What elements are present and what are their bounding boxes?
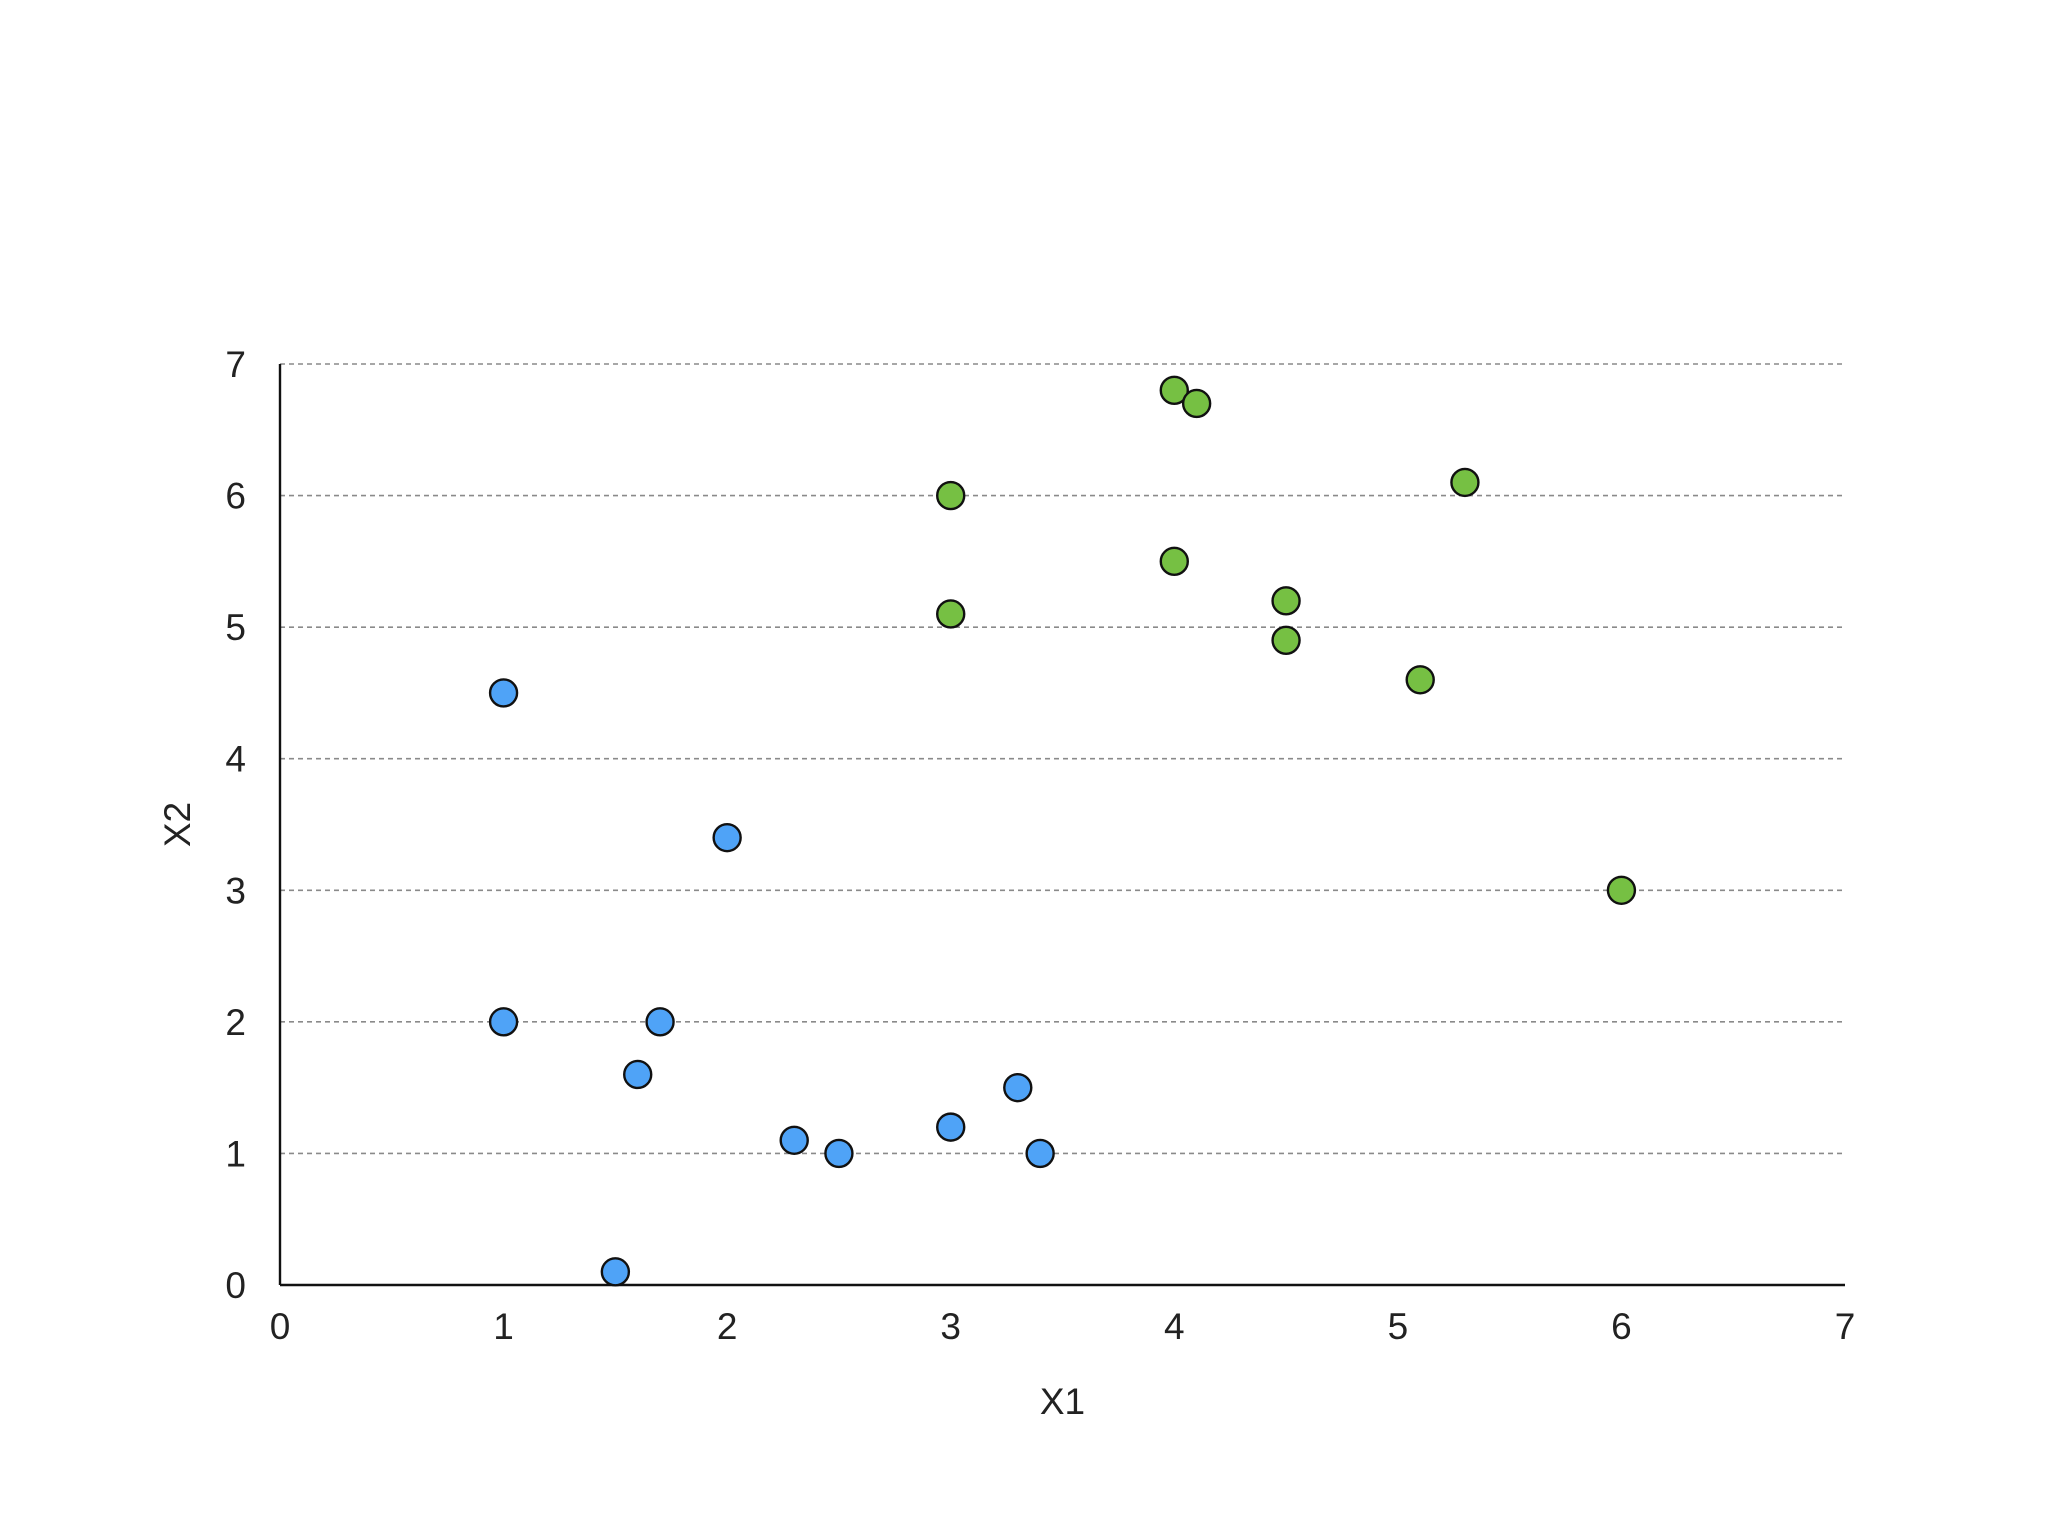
y-tick-labels: 0 1 2 3 4 5 6 7 [225,344,246,1306]
x-tick-label: 3 [940,1306,961,1347]
data-point [936,1112,966,1142]
data-point [1025,1138,1055,1169]
data-point [1271,625,1301,655]
data-point [1405,665,1435,695]
data-point [623,1059,653,1090]
data-point [1181,388,1212,419]
y-tick-label: 2 [225,1002,246,1043]
y-tick-label: 1 [225,1133,246,1174]
y-tick-label: 6 [225,476,246,517]
data-point [488,1007,519,1037]
x-axis-label: X1 [1040,1381,1085,1422]
y-tick-label: 7 [225,344,246,385]
data-point [1159,546,1189,577]
y-tick-label: 5 [225,607,246,648]
data-point [645,1007,675,1037]
x-tick-label: 2 [717,1306,738,1347]
data-point [1003,1072,1033,1103]
data-point [936,599,966,629]
x-tick-label: 0 [270,1306,291,1347]
data-point [824,1138,854,1169]
data-point [600,1257,631,1287]
y-tick-label: 3 [225,870,246,911]
data-point [1450,467,1480,498]
data-point [779,1125,809,1155]
x-tick-label: 1 [493,1306,514,1347]
data-points [488,375,1637,1287]
x-tick-label: 4 [1164,1306,1185,1347]
y-tick-label: 0 [225,1265,246,1306]
grid-lines [280,363,1845,1155]
x-tick-label: 7 [1835,1306,1856,1347]
y-tick-label: 4 [225,739,246,780]
data-point [488,678,519,708]
data-point [712,822,742,853]
data-point [1606,875,1637,905]
x-tick-label: 5 [1388,1306,1409,1347]
data-point [1159,375,1189,406]
y-axis-label: X2 [157,802,198,847]
x-tick-labels: 0 1 2 3 4 5 6 7 [270,1306,1856,1347]
axes [278,364,1845,1287]
data-point [936,480,966,511]
x-tick-label: 6 [1611,1306,1632,1347]
data-point [1271,586,1301,616]
